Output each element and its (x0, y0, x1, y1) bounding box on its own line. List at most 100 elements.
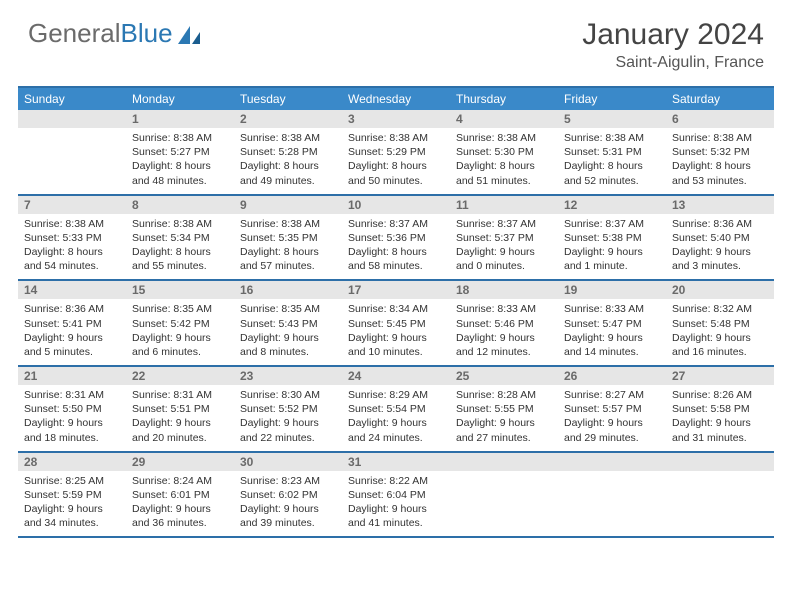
day-detail-line: Sunset: 5:43 PM (240, 317, 336, 331)
day-detail-line: Daylight: 9 hours (348, 502, 444, 516)
day-details: Sunrise: 8:26 AMSunset: 5:58 PMDaylight:… (666, 385, 774, 451)
day-details: Sunrise: 8:36 AMSunset: 5:40 PMDaylight:… (666, 214, 774, 280)
day-details: Sunrise: 8:38 AMSunset: 5:27 PMDaylight:… (126, 128, 234, 194)
weekday-header: Tuesday (234, 88, 342, 110)
title-block: January 2024 Saint-Aigulin, France (582, 18, 764, 72)
day-detail-line: and 53 minutes. (672, 174, 768, 188)
calendar-cell: 8Sunrise: 8:38 AMSunset: 5:34 PMDaylight… (126, 196, 234, 280)
calendar-cell: 31Sunrise: 8:22 AMSunset: 6:04 PMDayligh… (342, 453, 450, 537)
day-number (18, 110, 126, 128)
day-number: 10 (342, 196, 450, 214)
calendar-week-row: 14Sunrise: 8:36 AMSunset: 5:41 PMDayligh… (18, 281, 774, 367)
day-detail-line: Sunset: 5:32 PM (672, 145, 768, 159)
day-detail-line: and 16 minutes. (672, 345, 768, 359)
day-detail-line: Sunset: 5:50 PM (24, 402, 120, 416)
calendar-cell: 5Sunrise: 8:38 AMSunset: 5:31 PMDaylight… (558, 110, 666, 194)
day-detail-line: Daylight: 9 hours (672, 416, 768, 430)
calendar-cell: 26Sunrise: 8:27 AMSunset: 5:57 PMDayligh… (558, 367, 666, 451)
day-detail-line: and 0 minutes. (456, 259, 552, 273)
day-detail-line: Sunrise: 8:37 AM (456, 217, 552, 231)
calendar-cell: 11Sunrise: 8:37 AMSunset: 5:37 PMDayligh… (450, 196, 558, 280)
day-details: Sunrise: 8:34 AMSunset: 5:45 PMDaylight:… (342, 299, 450, 365)
weekday-header: Monday (126, 88, 234, 110)
weekday-header: Sunday (18, 88, 126, 110)
day-detail-line: Sunrise: 8:31 AM (24, 388, 120, 402)
day-detail-line: Daylight: 9 hours (240, 331, 336, 345)
calendar-cell: 10Sunrise: 8:37 AMSunset: 5:36 PMDayligh… (342, 196, 450, 280)
day-details: Sunrise: 8:38 AMSunset: 5:29 PMDaylight:… (342, 128, 450, 194)
day-number: 18 (450, 281, 558, 299)
location: Saint-Aigulin, France (582, 54, 764, 72)
day-detail-line: and 55 minutes. (132, 259, 228, 273)
day-number: 15 (126, 281, 234, 299)
day-detail-line: Sunset: 6:02 PM (240, 488, 336, 502)
calendar-cell: 19Sunrise: 8:33 AMSunset: 5:47 PMDayligh… (558, 281, 666, 365)
day-detail-line: Daylight: 8 hours (132, 159, 228, 173)
day-detail-line: Daylight: 9 hours (564, 416, 660, 430)
day-detail-line: Sunset: 5:28 PM (240, 145, 336, 159)
calendar-cell: 12Sunrise: 8:37 AMSunset: 5:38 PMDayligh… (558, 196, 666, 280)
calendar-cell: 25Sunrise: 8:28 AMSunset: 5:55 PMDayligh… (450, 367, 558, 451)
day-detail-line: Daylight: 9 hours (672, 245, 768, 259)
day-detail-line: Sunrise: 8:38 AM (564, 131, 660, 145)
day-number: 4 (450, 110, 558, 128)
calendar-cell: 14Sunrise: 8:36 AMSunset: 5:41 PMDayligh… (18, 281, 126, 365)
day-number: 21 (18, 367, 126, 385)
day-detail-line: Daylight: 8 hours (348, 245, 444, 259)
day-detail-line: Sunset: 5:41 PM (24, 317, 120, 331)
day-details (558, 471, 666, 537)
day-detail-line: Sunrise: 8:38 AM (132, 217, 228, 231)
day-number: 26 (558, 367, 666, 385)
calendar-cell: 21Sunrise: 8:31 AMSunset: 5:50 PMDayligh… (18, 367, 126, 451)
day-detail-line: Sunset: 5:30 PM (456, 145, 552, 159)
day-details: Sunrise: 8:28 AMSunset: 5:55 PMDaylight:… (450, 385, 558, 451)
day-number: 9 (234, 196, 342, 214)
day-detail-line: Sunrise: 8:35 AM (240, 302, 336, 316)
day-number: 19 (558, 281, 666, 299)
day-detail-line: and 27 minutes. (456, 431, 552, 445)
day-detail-line: Sunrise: 8:23 AM (240, 474, 336, 488)
brand-logo: GeneralBlue (28, 18, 202, 49)
day-detail-line: Sunrise: 8:34 AM (348, 302, 444, 316)
day-details: Sunrise: 8:38 AMSunset: 5:28 PMDaylight:… (234, 128, 342, 194)
day-detail-line: Sunrise: 8:22 AM (348, 474, 444, 488)
day-number: 23 (234, 367, 342, 385)
day-detail-line: and 5 minutes. (24, 345, 120, 359)
weekday-header-row: SundayMondayTuesdayWednesdayThursdayFrid… (18, 88, 774, 110)
day-number: 30 (234, 453, 342, 471)
day-detail-line: and 36 minutes. (132, 516, 228, 530)
day-detail-line: Sunrise: 8:36 AM (672, 217, 768, 231)
day-details: Sunrise: 8:27 AMSunset: 5:57 PMDaylight:… (558, 385, 666, 451)
day-number: 7 (18, 196, 126, 214)
day-number: 25 (450, 367, 558, 385)
day-details: Sunrise: 8:36 AMSunset: 5:41 PMDaylight:… (18, 299, 126, 365)
calendar-cell: 13Sunrise: 8:36 AMSunset: 5:40 PMDayligh… (666, 196, 774, 280)
day-detail-line: Sunset: 6:01 PM (132, 488, 228, 502)
day-details: Sunrise: 8:30 AMSunset: 5:52 PMDaylight:… (234, 385, 342, 451)
day-detail-line: Sunset: 5:52 PM (240, 402, 336, 416)
calendar-cell: 3Sunrise: 8:38 AMSunset: 5:29 PMDaylight… (342, 110, 450, 194)
day-detail-line: Sunrise: 8:35 AM (132, 302, 228, 316)
day-detail-line: and 31 minutes. (672, 431, 768, 445)
day-details: Sunrise: 8:38 AMSunset: 5:35 PMDaylight:… (234, 214, 342, 280)
day-detail-line: and 14 minutes. (564, 345, 660, 359)
day-detail-line: Sunrise: 8:33 AM (564, 302, 660, 316)
day-detail-line: Sunset: 5:58 PM (672, 402, 768, 416)
day-detail-line: Sunrise: 8:31 AM (132, 388, 228, 402)
calendar-cell: 29Sunrise: 8:24 AMSunset: 6:01 PMDayligh… (126, 453, 234, 537)
day-detail-line: Daylight: 8 hours (240, 245, 336, 259)
day-detail-line: Daylight: 9 hours (24, 502, 120, 516)
day-detail-line: and 41 minutes. (348, 516, 444, 530)
weekday-header: Wednesday (342, 88, 450, 110)
day-detail-line: Sunset: 5:46 PM (456, 317, 552, 331)
weekday-header: Thursday (450, 88, 558, 110)
day-detail-line: Sunset: 5:35 PM (240, 231, 336, 245)
calendar-cell: 28Sunrise: 8:25 AMSunset: 5:59 PMDayligh… (18, 453, 126, 537)
day-detail-line: Daylight: 9 hours (456, 245, 552, 259)
day-number: 20 (666, 281, 774, 299)
day-detail-line: Sunrise: 8:28 AM (456, 388, 552, 402)
weekday-header: Saturday (666, 88, 774, 110)
day-details (450, 471, 558, 537)
calendar-cell: 15Sunrise: 8:35 AMSunset: 5:42 PMDayligh… (126, 281, 234, 365)
day-details: Sunrise: 8:35 AMSunset: 5:43 PMDaylight:… (234, 299, 342, 365)
